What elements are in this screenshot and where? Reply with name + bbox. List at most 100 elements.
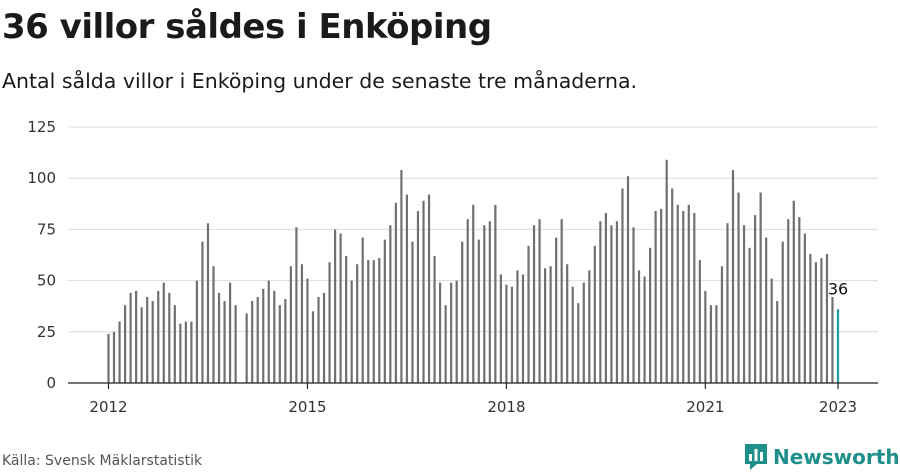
bar bbox=[510, 286, 514, 383]
y-tick-label-0: 0 bbox=[46, 374, 56, 392]
bar bbox=[389, 225, 392, 383]
bar bbox=[671, 188, 674, 383]
bar bbox=[682, 210, 685, 383]
bar bbox=[549, 266, 552, 383]
bar bbox=[295, 227, 298, 383]
bar bbox=[129, 292, 132, 383]
bar bbox=[112, 331, 116, 383]
bar bbox=[350, 280, 353, 383]
bar bbox=[532, 225, 536, 383]
bar bbox=[615, 221, 619, 383]
bar bbox=[140, 307, 143, 383]
bar bbox=[234, 305, 237, 383]
x-tick-label-2015: 2015 bbox=[288, 398, 326, 416]
bar bbox=[378, 258, 381, 383]
bar bbox=[637, 270, 641, 383]
bar bbox=[345, 256, 348, 383]
bar bbox=[737, 192, 740, 383]
bar bbox=[748, 247, 751, 383]
bar bbox=[284, 299, 287, 383]
chart-subtitle: Antal sålda villor i Enköping under de s… bbox=[2, 69, 638, 93]
bar bbox=[173, 305, 176, 383]
bar bbox=[726, 223, 729, 383]
bar bbox=[787, 219, 790, 383]
bar bbox=[765, 237, 768, 383]
bar bbox=[742, 225, 746, 383]
bar bbox=[322, 292, 326, 383]
y-tick-label-125: 125 bbox=[27, 118, 56, 136]
bar-highlight bbox=[836, 309, 840, 383]
bar bbox=[776, 301, 779, 383]
bar bbox=[654, 210, 657, 383]
bar bbox=[135, 290, 138, 383]
bar bbox=[505, 284, 508, 383]
bar bbox=[461, 241, 464, 383]
bar bbox=[118, 321, 121, 383]
bar bbox=[190, 321, 193, 383]
bar bbox=[665, 159, 668, 383]
bar bbox=[792, 200, 795, 383]
y-tick-label-25: 25 bbox=[37, 323, 56, 341]
bar bbox=[831, 296, 834, 383]
bar bbox=[521, 274, 525, 383]
bar bbox=[212, 266, 215, 383]
brand-logo: Newsworthy bbox=[744, 442, 900, 472]
bar bbox=[427, 194, 431, 383]
bar bbox=[704, 290, 707, 383]
bar bbox=[422, 200, 425, 383]
bar bbox=[433, 256, 436, 383]
bar bbox=[560, 219, 563, 383]
bar bbox=[582, 282, 585, 383]
bar bbox=[123, 305, 127, 383]
bar bbox=[217, 292, 221, 383]
bar bbox=[168, 292, 171, 383]
bar bbox=[184, 321, 187, 383]
bar bbox=[383, 239, 386, 383]
bar bbox=[251, 301, 254, 383]
bar bbox=[289, 266, 292, 383]
bar bbox=[610, 225, 613, 383]
bar bbox=[317, 296, 320, 383]
bar bbox=[643, 276, 646, 383]
bar bbox=[798, 217, 801, 383]
bar bbox=[450, 282, 453, 383]
bar bbox=[754, 215, 757, 383]
bar bbox=[400, 170, 403, 383]
bar bbox=[516, 270, 519, 383]
source-note: Källa: Svensk Mäklarstatistik bbox=[2, 453, 203, 469]
bar bbox=[543, 268, 547, 383]
bar bbox=[245, 313, 248, 383]
bar bbox=[356, 264, 359, 383]
bar bbox=[566, 264, 569, 383]
bar bbox=[632, 227, 635, 383]
bar bbox=[715, 305, 718, 383]
y-axis-ticks: 0 25 50 75 100 125 bbox=[27, 118, 56, 392]
bar bbox=[416, 210, 420, 383]
bar bbox=[731, 170, 735, 383]
bar bbox=[262, 288, 265, 383]
bar bbox=[162, 282, 165, 383]
bar bbox=[555, 237, 558, 383]
bar bbox=[803, 233, 806, 383]
bar bbox=[693, 213, 696, 383]
brand-name: Newsworthy bbox=[773, 445, 900, 469]
y-tick-label-100: 100 bbox=[27, 169, 56, 187]
bar bbox=[273, 290, 276, 383]
bar bbox=[687, 204, 690, 383]
bar bbox=[588, 270, 591, 383]
bar bbox=[571, 286, 574, 383]
bar bbox=[577, 303, 580, 383]
bar bbox=[494, 204, 497, 383]
bar bbox=[405, 194, 409, 383]
bar bbox=[814, 262, 817, 383]
bar bbox=[333, 229, 337, 383]
bar bbox=[759, 192, 762, 383]
bar bbox=[107, 333, 110, 383]
bar bbox=[527, 245, 530, 383]
bar bbox=[599, 221, 602, 383]
bar bbox=[438, 282, 442, 383]
x-axis-ticks: 2012 2015 2018 2021 2023 bbox=[89, 383, 857, 416]
bar bbox=[466, 219, 469, 383]
bar bbox=[820, 258, 823, 383]
bar bbox=[394, 202, 397, 383]
